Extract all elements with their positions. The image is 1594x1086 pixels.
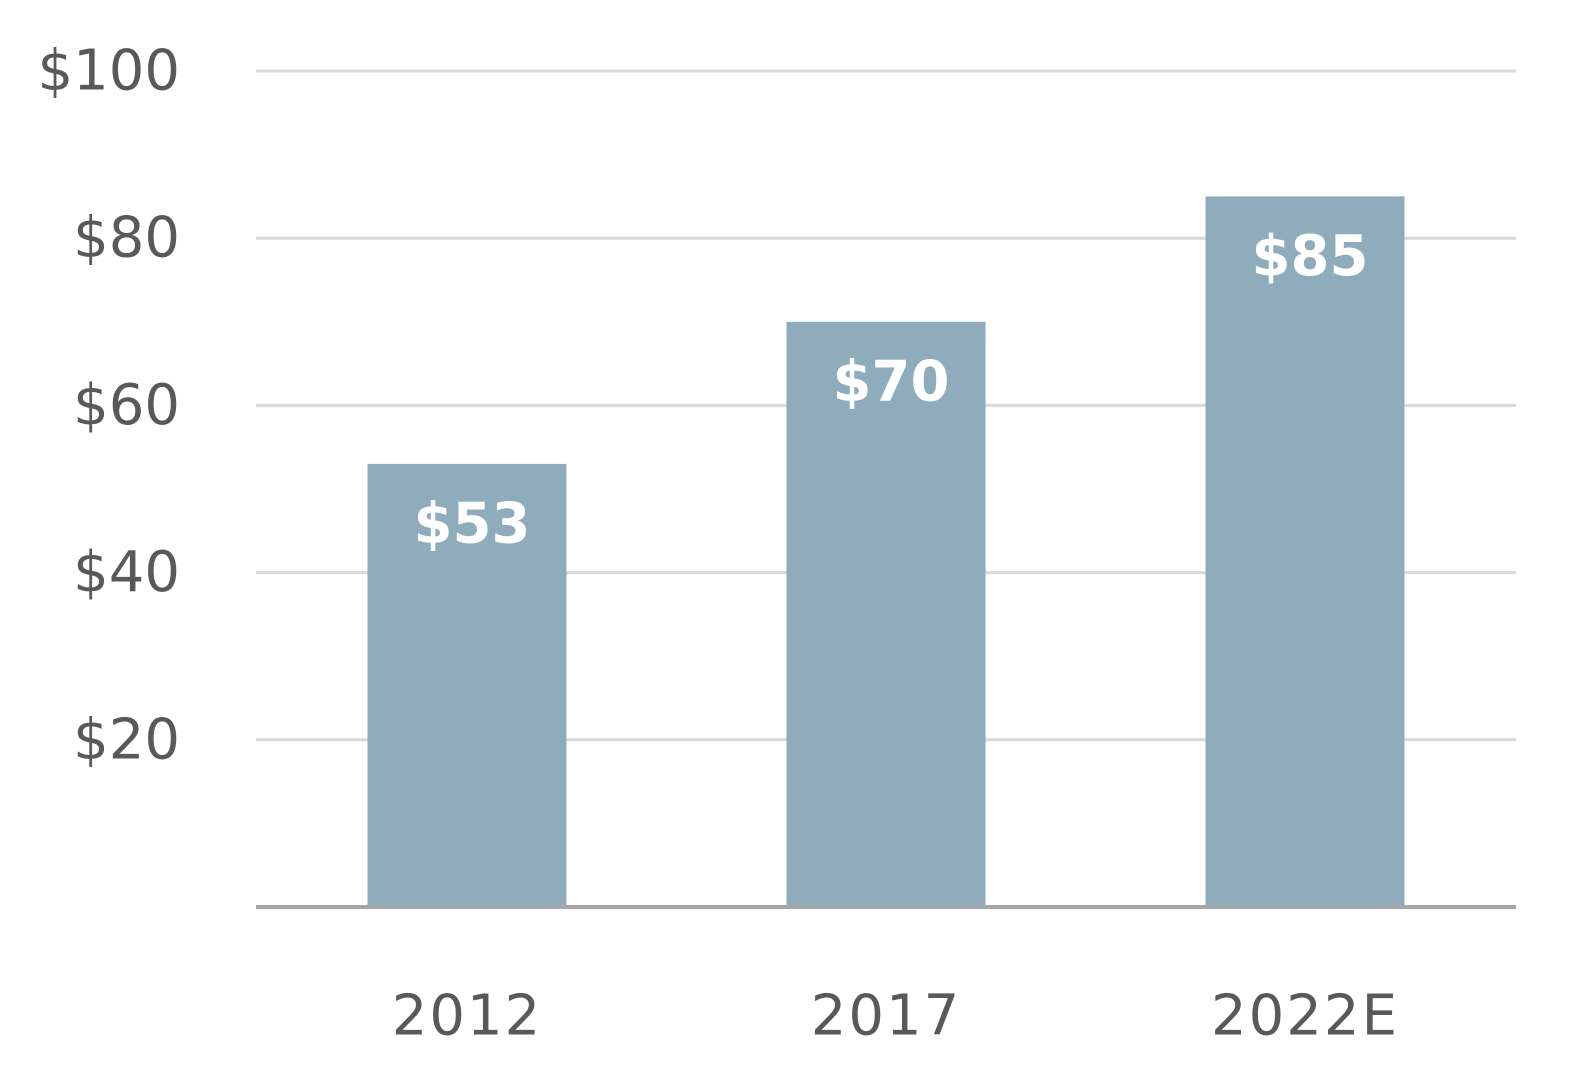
bar-label-2017: $70 <box>833 349 950 414</box>
y-tick-label-20: $20 <box>73 707 180 772</box>
x-tick-label-2012: 2012 <box>392 984 543 1049</box>
y-tick-label-100: $100 <box>37 39 180 104</box>
x-tick-label-2022E: 2022E <box>1211 984 1399 1049</box>
bar-2022E <box>1205 196 1405 907</box>
bar-2017 <box>786 321 986 907</box>
bar-label-2022E: $85 <box>1252 224 1369 289</box>
y-tick-label-40: $40 <box>73 540 180 605</box>
x-axis-ticks: 2012 2017 2022E <box>392 984 1399 1049</box>
x-tick-label-2017: 2017 <box>811 984 962 1049</box>
bar-data-labels: $53 $70 $85 <box>414 224 1369 557</box>
y-tick-label-80: $80 <box>73 206 180 271</box>
bars <box>367 196 1405 907</box>
y-tick-label-60: $60 <box>73 373 180 438</box>
bar-2012 <box>367 463 567 907</box>
bar-label-2012: $53 <box>414 491 531 556</box>
y-axis-ticks: $20 $40 $60 $80 $100 <box>37 39 180 773</box>
